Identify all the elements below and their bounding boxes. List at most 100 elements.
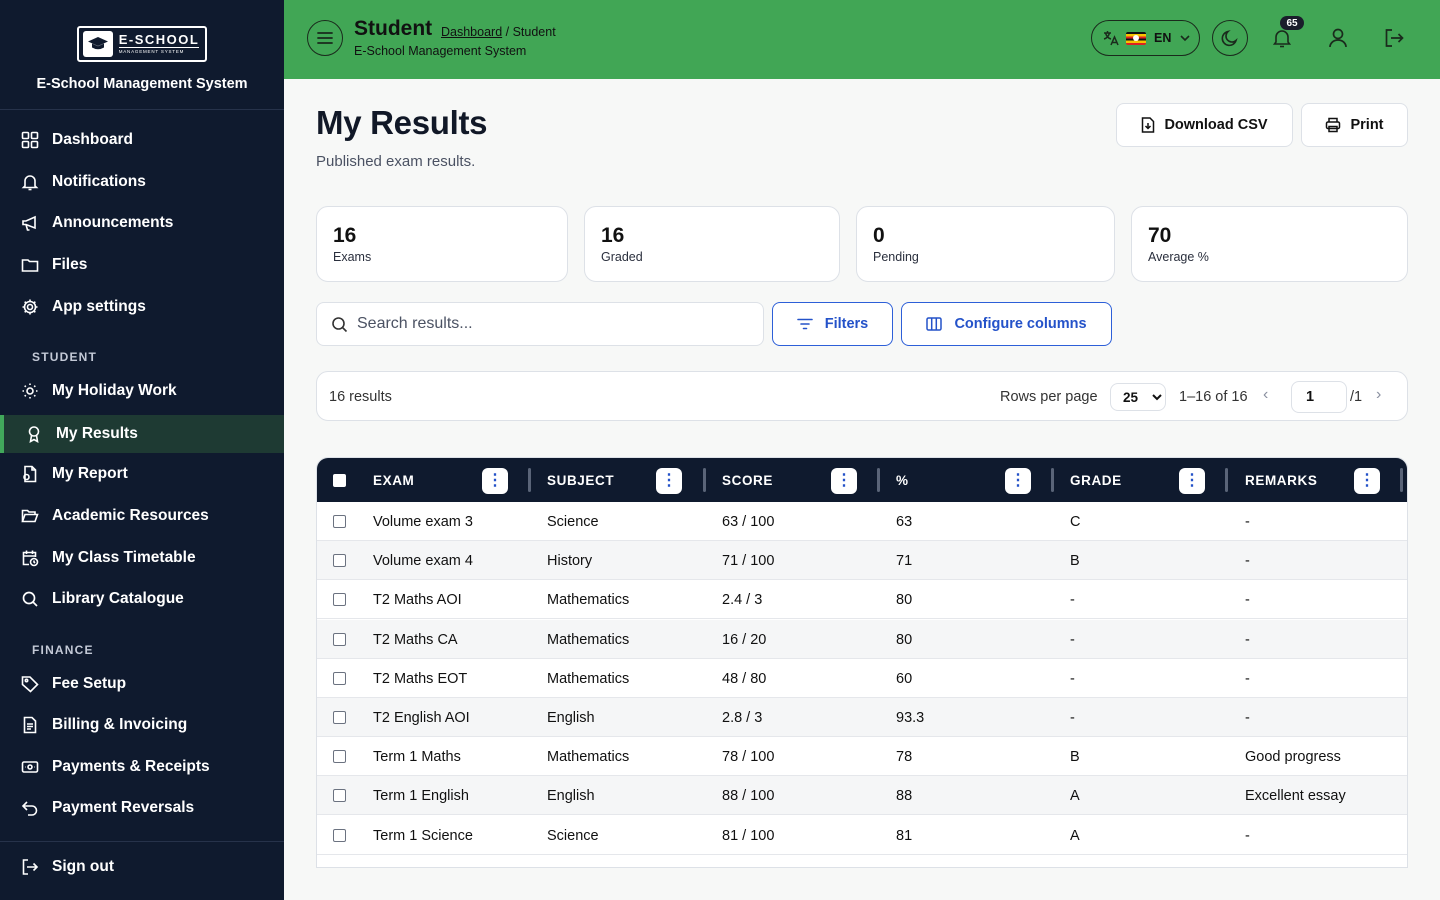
column-resize-handle[interactable] — [528, 468, 531, 492]
sidebar-item-my-holiday-work[interactable]: My Holiday Work — [0, 372, 284, 410]
filters-button[interactable]: Filters — [772, 302, 893, 346]
page-number-input[interactable] — [1291, 381, 1347, 413]
column-menu-button[interactable]: ⋮ — [1179, 468, 1205, 494]
column-header-grade[interactable]: GRADE — [1070, 472, 1122, 488]
header-subtitle: E-School Management System — [354, 44, 527, 58]
row-checkbox[interactable] — [333, 672, 346, 685]
folder-icon — [20, 255, 40, 275]
prev-page-button[interactable]: ‹ — [1263, 386, 1269, 403]
cell-score: 71 / 100 — [722, 553, 775, 569]
cell-grade: A — [1070, 788, 1080, 804]
column-header-percent[interactable]: % — [896, 472, 909, 488]
row-checkbox[interactable] — [333, 593, 346, 606]
breadcrumb-dashboard-link[interactable]: Dashboard — [441, 25, 503, 39]
cell-percent: 80 — [896, 632, 913, 648]
sign-out-button[interactable]: Sign out — [0, 848, 284, 886]
sidebar-item-billing-invoicing[interactable]: Billing & Invoicing — [0, 706, 284, 744]
table-row[interactable]: Term 1 Maths Mathematics 78 / 100 78 B G… — [317, 737, 1407, 776]
select-all-checkbox[interactable] — [333, 474, 346, 487]
cell-percent: 78 — [896, 749, 913, 765]
table-row[interactable]: Term 1 English English 88 / 100 88 A Exc… — [317, 776, 1407, 815]
sidebar-item-fee-setup[interactable]: Fee Setup — [0, 665, 284, 703]
table-row[interactable]: Term 1 Science Science 81 / 100 81 A - — [317, 816, 1407, 855]
row-checkbox[interactable] — [333, 711, 346, 724]
table-header: EXAM ⋮ SUBJECT ⋮ SCORE ⋮ % ⋮ GRADE ⋮ REM… — [317, 458, 1407, 502]
sidebar-item-announcements[interactable]: Announcements — [0, 204, 284, 242]
column-resize-handle[interactable] — [1225, 468, 1228, 492]
filters-label: Filters — [824, 316, 869, 332]
sidebar-item-my-report[interactable]: My Report — [0, 455, 284, 493]
sidebar-item-my-class-timetable[interactable]: My Class Timetable — [0, 539, 284, 577]
row-checkbox[interactable] — [333, 515, 346, 528]
table-row[interactable]: T2 Maths AOI Mathematics 2.4 / 3 80 - - — [317, 580, 1407, 619]
language-code: EN — [1154, 31, 1172, 45]
cell-exam: T2 English AOI — [373, 710, 470, 726]
search-input[interactable] — [357, 315, 737, 333]
moon-icon — [1221, 30, 1238, 47]
profile-button[interactable] — [1324, 24, 1352, 52]
column-resize-handle[interactable] — [877, 468, 880, 492]
cell-percent: 93.3 — [896, 710, 925, 726]
table-row[interactable]: T2 English AOI English 2.8 / 3 93.3 - - — [317, 698, 1407, 737]
row-checkbox[interactable] — [333, 633, 346, 646]
column-resize-handle[interactable] — [1400, 468, 1403, 492]
cell-score: 48 / 80 — [722, 671, 767, 687]
sidebar-item-my-results[interactable]: My Results — [0, 415, 284, 453]
logo[interactable]: E-SCHOOL MANAGEMENT SYSTEM — [76, 26, 208, 62]
column-header-score[interactable]: SCORE — [722, 472, 774, 488]
column-menu-button[interactable]: ⋮ — [1005, 468, 1031, 494]
table-row[interactable]: T2 Maths EOT Mathematics 48 / 80 60 - - — [317, 659, 1407, 698]
column-header-exam[interactable]: EXAM — [373, 472, 415, 488]
rows-per-page-select[interactable]: 25 — [1110, 383, 1166, 411]
logout-button[interactable] — [1380, 24, 1408, 52]
menu-toggle-button[interactable] — [307, 20, 343, 56]
notifications-button[interactable] — [1268, 24, 1296, 52]
row-checkbox[interactable] — [333, 750, 346, 763]
row-checkbox[interactable] — [333, 789, 346, 802]
sidebar-item-library-catalogue[interactable]: Library Catalogue — [0, 580, 284, 618]
column-header-subject[interactable]: SUBJECT — [547, 472, 615, 488]
table-row[interactable]: Volume exam 4 History 71 / 100 71 B - — [317, 541, 1407, 580]
table-row[interactable]: Volume exam 3 Science 63 / 100 63 C - — [317, 502, 1407, 541]
cell-percent: 60 — [896, 671, 913, 687]
next-page-button[interactable]: › — [1376, 386, 1382, 403]
download-csv-label: Download CSV — [1164, 117, 1268, 133]
column-menu-button[interactable]: ⋮ — [831, 468, 857, 494]
sidebar-item-label: Payment Reversals — [52, 799, 195, 816]
theme-toggle-button[interactable] — [1212, 20, 1248, 56]
sidebar-item-notifications[interactable]: Notifications — [0, 163, 284, 201]
cell-percent: 80 — [896, 592, 913, 608]
graduation-cap-icon — [82, 31, 113, 57]
row-checkbox[interactable] — [333, 554, 346, 567]
language-selector[interactable]: EN — [1091, 20, 1200, 56]
column-menu-button[interactable]: ⋮ — [656, 468, 682, 494]
cell-percent: 63 — [896, 514, 913, 530]
chevron-down-icon — [1180, 35, 1190, 42]
sidebar-item-academic-resources[interactable]: Academic Resources — [0, 497, 284, 535]
cell-grade: B — [1070, 749, 1080, 765]
uganda-flag-icon — [1126, 31, 1146, 45]
sidebar-header: E-SCHOOL MANAGEMENT SYSTEM E-School Mana… — [0, 0, 284, 110]
configure-columns-button[interactable]: Configure columns — [901, 302, 1112, 346]
download-csv-button[interactable]: Download CSV — [1116, 103, 1293, 147]
column-resize-handle[interactable] — [703, 468, 706, 492]
column-menu-button[interactable]: ⋮ — [482, 468, 508, 494]
sidebar-item-payment-reversals[interactable]: Payment Reversals — [0, 789, 284, 827]
row-checkbox[interactable] — [333, 829, 346, 842]
calendar-clock-icon — [20, 548, 40, 568]
sidebar-item-dashboard[interactable]: Dashboard — [0, 121, 284, 159]
cell-score: 2.8 / 3 — [722, 710, 763, 726]
configure-columns-label: Configure columns — [954, 316, 1087, 332]
sidebar-item-app-settings[interactable]: App settings — [0, 288, 284, 326]
file-download-icon — [1142, 117, 1155, 133]
column-menu-button[interactable]: ⋮ — [1354, 468, 1380, 494]
sidebar-item-payments-receipts[interactable]: Payments & Receipts — [0, 748, 284, 786]
column-resize-handle[interactable] — [1051, 468, 1054, 492]
sidebar-divider — [0, 841, 284, 842]
cell-exam: Volume exam 4 — [373, 553, 473, 569]
column-header-remarks[interactable]: REMARKS — [1245, 472, 1318, 488]
sidebar-item-files[interactable]: Files — [0, 246, 284, 284]
table-row[interactable]: T2 Maths CA Mathematics 16 / 20 80 - - — [317, 620, 1407, 659]
stat-label: Average % — [1148, 250, 1209, 264]
print-button[interactable]: Print — [1301, 103, 1408, 147]
